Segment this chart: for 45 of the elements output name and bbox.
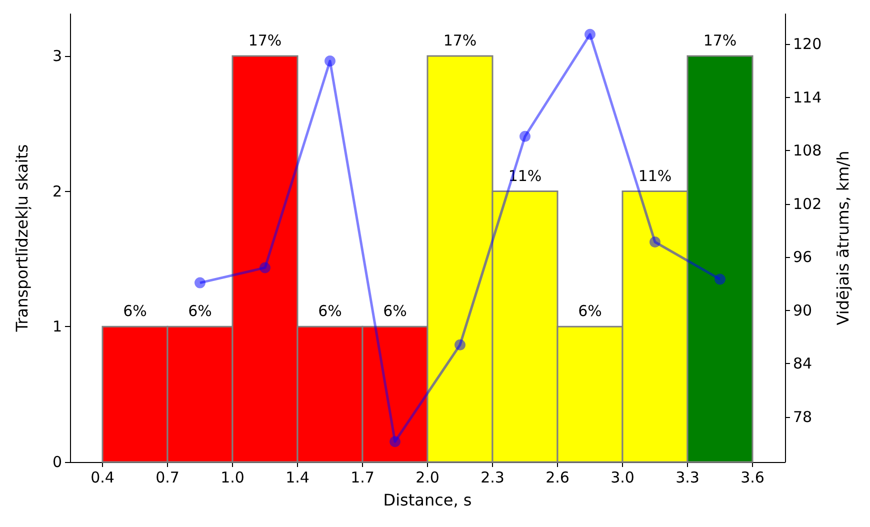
annotation: 17% [248,31,282,50]
point [520,130,530,142]
y-axis-title: Transportlīdzekļu skaits [12,144,32,333]
x-tick-label: 2.3 [480,468,504,486]
y2-tick-label: 114 [793,88,822,106]
annotation: 17% [703,31,737,50]
y2-tick-label: 108 [793,142,822,160]
point [584,28,596,40]
annotation: 6% [318,302,342,320]
x-tick-label: 3.3 [676,468,700,486]
point [390,436,400,448]
x-tick-label: 1.4 [286,468,310,486]
x-tick-label: 1.7 [350,468,374,486]
x-tick-label: 2.6 [546,468,570,486]
annotation: 6% [188,302,212,320]
annotation: 17% [443,31,477,50]
x-tick-label: 1.0 [220,468,244,486]
annotation: 6% [578,302,602,320]
point [454,339,466,350]
annotation: 6% [123,302,147,320]
y2-tick-label: 120 [793,35,822,54]
point [260,262,270,274]
point [194,277,206,288]
x-tick-label: 3.6 [740,468,764,486]
y2-tick-label: 78 [793,408,812,426]
y2-tick-label: 90 [793,301,812,320]
x-tick-label: 0.7 [156,468,180,486]
x-tick-label: 0.4 [90,468,114,486]
point [324,56,336,67]
x-tick-label: 3.0 [610,468,634,486]
y-tick-label: 2 [52,182,62,200]
y2-tick-label: 84 [793,354,812,373]
y-tick-label: 1 [52,318,62,336]
point [714,274,726,285]
x-axis-title: Distance, s [383,490,472,510]
y-tick-label: 3 [52,46,62,65]
y-tick-label: 0 [52,453,62,471]
y2-tick-label: 96 [793,248,812,266]
point [650,236,660,248]
annotation: 6% [383,302,407,320]
y2-axis-title: Vidējais ātrums, km/h [834,150,852,326]
y2-tick-label: 102 [793,194,822,213]
x-tick-label: 2.0 [416,468,440,486]
annotation: 11% [508,166,542,185]
annotation: 11% [638,166,672,185]
